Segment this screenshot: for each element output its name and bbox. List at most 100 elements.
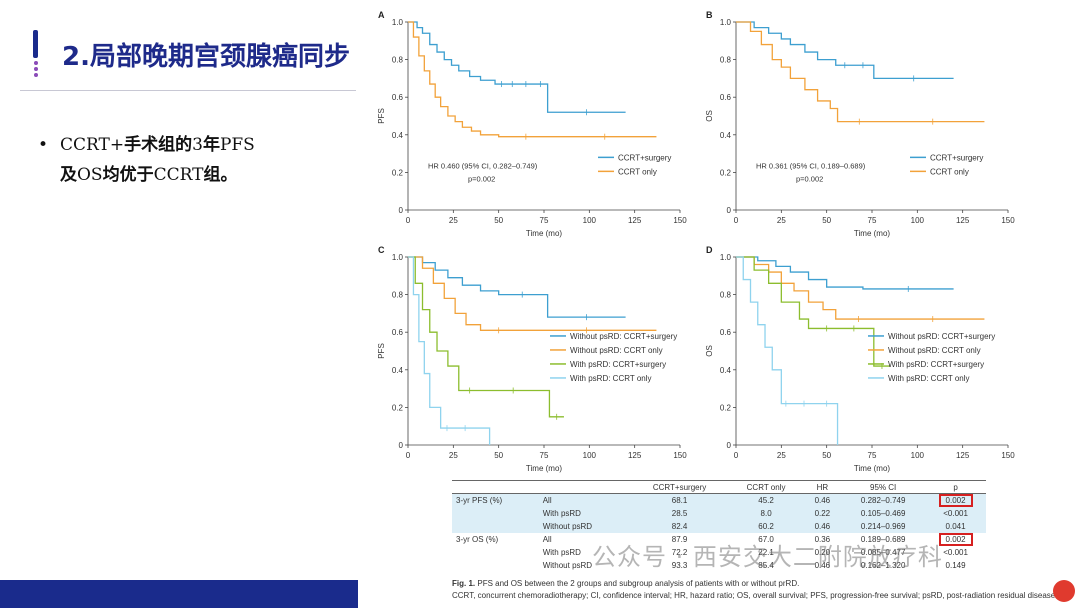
table-header-cell: p <box>953 482 958 492</box>
y-tick-label: 0.6 <box>720 328 732 337</box>
x-tick-label: 75 <box>540 451 549 460</box>
table-cell: 0.085–0.477 <box>860 547 906 557</box>
bullet-text: CCRT+ <box>60 135 125 155</box>
table-row: With psRD 72.2 22.1 0.20 0.085–0.477 <0.001 <box>452 546 986 559</box>
y-tick-label: 0.6 <box>392 328 404 337</box>
accent-dot <box>33 61 38 65</box>
x-tick-label: 150 <box>1001 216 1015 225</box>
bullet-text: 年 <box>202 135 220 155</box>
table-cell-p: 0.002 <box>925 532 986 546</box>
hazard-ratio-annotation: HR 0.460 (95% CI, 0.282–0.749) <box>428 162 538 171</box>
km-curve <box>736 256 985 320</box>
x-tick-label: 150 <box>673 451 687 460</box>
x-axis-label: Time (mo) <box>854 464 890 473</box>
legend-label: With psRD: CCRT+surgery <box>888 360 984 369</box>
table-cell: All <box>542 534 552 544</box>
bullet-line-1: CCRT+手术组的3年PFS <box>60 130 255 160</box>
table-header-row: CCRT+surgery CCRT only HR 95% CI p <box>452 480 986 494</box>
x-tick-label: 25 <box>449 216 458 225</box>
x-tick-label: 125 <box>628 216 642 225</box>
km-chart-panel-c: C 0 0.2 0.4 0.6 0.8 1.0 0 25 50 75 100 125 150 Time (m… <box>372 243 692 473</box>
y-tick-label: 0.4 <box>720 131 732 140</box>
table-cell: 0.20 <box>814 547 831 557</box>
y-tick-label: 0.2 <box>720 168 732 177</box>
legend-label: Without psRD: CCRT only <box>888 346 981 355</box>
y-axis-label: PFS <box>377 343 386 359</box>
y-tick-label: 0 <box>399 441 404 450</box>
bullet-text: 均优于 <box>102 165 154 185</box>
table-cell: 0.189–0.689 <box>860 534 906 544</box>
table-cell-p: 0.149 <box>945 560 966 570</box>
table-cell-p: 0.002 <box>925 493 986 507</box>
y-tick-label: 0.2 <box>720 403 732 412</box>
footer-bar <box>0 580 358 608</box>
x-tick-label: 100 <box>911 451 925 460</box>
accent-dot <box>33 73 38 77</box>
y-tick-label: 0.2 <box>392 168 404 177</box>
x-tick-label: 75 <box>540 216 549 225</box>
table-cell <box>452 546 539 559</box>
x-tick-label: 150 <box>1001 451 1015 460</box>
legend-label: Without psRD: CCRT+surgery <box>570 332 677 341</box>
table-cell: 3-yr OS (%) <box>456 534 499 544</box>
table-cell: 68.1 <box>630 493 729 507</box>
table-cell: 28.5 <box>630 506 729 520</box>
y-tick-label: 0.6 <box>720 93 732 102</box>
legend-label: With psRD: CCRT only <box>570 374 652 383</box>
bullet-text: 3 <box>192 135 203 155</box>
table-cell: 0.46 <box>803 519 842 533</box>
table-cell: 0.22 <box>803 506 842 520</box>
bullet-text: 组。 <box>203 165 238 185</box>
km-chart-panel-b: B 0 0.2 0.4 0.6 0.8 1.0 0 25 50 75 100 125 150 Time (m… <box>700 8 1030 240</box>
y-tick-label: 0 <box>727 206 732 215</box>
x-tick-label: 50 <box>822 451 831 460</box>
x-tick-label: 50 <box>822 216 831 225</box>
km-curve <box>408 21 657 138</box>
bullet-text: CCRT <box>153 165 204 185</box>
caption-abbreviations: CCRT, concurrent chemoradiotherapy; CI, … <box>452 591 1058 600</box>
p-value-annotation: p=0.002 <box>796 175 823 184</box>
km-chart-svg: B 0 0.2 0.4 0.6 0.8 1.0 0 25 50 75 100 125 150 Time (m… <box>705 10 1015 238</box>
legend-label: CCRT+surgery <box>930 153 983 162</box>
table-cell: With psRD <box>538 506 631 520</box>
table-row: Without psRD 82.4 60.2 0.46 0.214–0.969 0.041 <box>452 519 986 533</box>
table-cell-p: <0.001 <box>925 506 986 520</box>
table-cell: 0.36 <box>814 534 831 544</box>
y-tick-label: 1.0 <box>720 253 732 262</box>
table-cell: Without psRD <box>538 519 631 533</box>
bullet-text: 手术组的 <box>124 135 193 155</box>
bullet-line-2: 及OS均优于CCRT组。 <box>60 160 237 190</box>
km-curve <box>736 256 954 290</box>
km-chart-svg: A 0 0.2 0.4 0.6 0.8 1.0 0 25 50 75 100 125 150 Time (m… <box>377 10 687 238</box>
table-header-cell <box>452 481 539 494</box>
km-chart-panel-a: A 0 0.2 0.4 0.6 0.8 1.0 0 25 50 75 100 125 150 Time (m… <box>372 8 692 240</box>
y-tick-label: 0.4 <box>392 366 404 375</box>
table-cell: 0.282–0.749 <box>841 493 926 507</box>
table-cell: 72.2 <box>671 547 688 557</box>
km-chart-panel-d: D 0 0.2 0.4 0.6 0.8 1.0 0 25 50 75 100 125 150 Time (m… <box>700 243 1030 473</box>
table-row: With psRD 28.5 8.0 0.22 0.105–0.469 <0.001 <box>452 506 986 520</box>
y-axis-label: OS <box>705 110 714 122</box>
table-cell: 8.0 <box>728 506 804 520</box>
x-tick-label: 150 <box>673 216 687 225</box>
table-cell: 0.162–1.320 <box>860 560 906 570</box>
table-cell: 0.46 <box>814 560 831 570</box>
table-cell: 0.46 <box>803 493 842 507</box>
y-tick-label: 1.0 <box>392 253 404 262</box>
caption-line-1: Fig. 1. PFS and OS between the 2 groups … <box>452 578 1072 590</box>
y-tick-label: 0.8 <box>392 56 404 65</box>
legend-label: Without psRD: CCRT only <box>570 346 663 355</box>
hazard-ratio-annotation: HR 0.361 (95% CI, 0.189–0.689) <box>756 162 866 171</box>
highlight-box: 0.002 <box>938 532 973 546</box>
table-cell: 87.9 <box>671 534 688 544</box>
table-cell: 0.105–0.469 <box>841 506 926 520</box>
table-row: Without psRD 93.3 85.4 0.46 0.162–1.320 0.149 <box>452 559 986 572</box>
bullet-text: OS <box>77 165 103 185</box>
x-tick-label: 50 <box>494 216 503 225</box>
accent-dot <box>33 67 38 71</box>
x-tick-label: 50 <box>494 451 503 460</box>
table-header-cell: HR <box>816 482 829 492</box>
y-axis-label: PFS <box>377 108 386 124</box>
title-divider <box>20 90 356 91</box>
x-tick-label: 125 <box>628 451 642 460</box>
